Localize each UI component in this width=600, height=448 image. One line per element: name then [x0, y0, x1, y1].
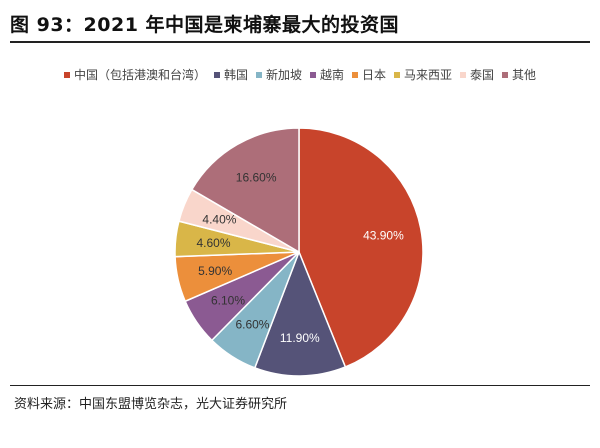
legend-swatch: [394, 71, 401, 78]
legend-swatch: [502, 71, 509, 78]
title-divider: [10, 41, 590, 43]
source-divider: [10, 385, 590, 386]
chart-title: 图 93：2021 年中国是柬埔寨最大的投资国: [10, 14, 400, 36]
legend-item: 马来西亚: [394, 66, 452, 83]
legend-label: 中国（包括港澳和台湾）: [73, 68, 206, 82]
legend-label: 马来西亚: [404, 68, 453, 82]
slice-data-label: 4.40%: [202, 212, 236, 226]
legend-label: 新加坡: [265, 68, 302, 82]
legend-label: 日本: [362, 68, 387, 82]
legend-swatch: [352, 71, 358, 78]
legend-item: 中国（包括港澳和台湾）: [63, 66, 206, 83]
legend-swatch: [63, 71, 70, 78]
legend-item: 其他: [502, 66, 536, 83]
legend-label: 其他: [512, 68, 537, 82]
legend-label: 泰国: [470, 68, 495, 82]
legend-swatch: [213, 71, 220, 78]
slice-data-label: 5.90%: [198, 264, 232, 278]
legend-item: 越南: [309, 66, 344, 83]
legend-item: 韩国: [213, 66, 248, 83]
slice-data-label: 16.60%: [236, 170, 277, 184]
slice-data-label: 43.90%: [363, 229, 404, 243]
pie-slice: [298, 127, 424, 368]
legend-item: 泰国: [460, 66, 494, 83]
slice-data-label: 6.10%: [211, 294, 245, 308]
slice-data-label: 6.60%: [235, 317, 269, 331]
legend-swatch: [460, 71, 467, 78]
pie-slice: [190, 127, 300, 254]
legend-item: 日本: [352, 66, 386, 83]
pie-slice: [253, 249, 347, 377]
legend-item: 新加坡: [255, 66, 302, 83]
legend-label: 越南: [319, 68, 344, 82]
source-note: 资料来源：中国东盟博览杂志，光大证券研究所: [14, 397, 288, 412]
slice-data-label: 4.60%: [196, 236, 230, 250]
slice-data-label: 11.90%: [280, 331, 320, 345]
legend-swatch: [309, 71, 316, 78]
legend-swatch: [255, 71, 262, 78]
legend-label: 韩国: [223, 68, 248, 82]
chart-legend: 中国（包括港澳和台湾） 韩国 新加坡 越南 日本 马来西亚 泰国 其他: [0, 66, 600, 83]
